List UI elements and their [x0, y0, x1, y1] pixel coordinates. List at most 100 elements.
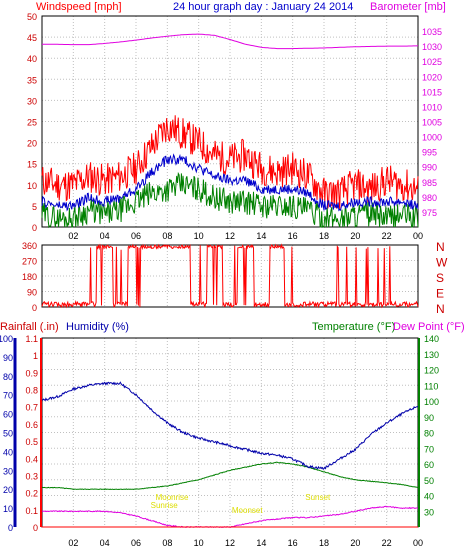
tick-label-rainfall: 0.9: [25, 368, 38, 378]
tick-label-compass: S: [436, 271, 444, 285]
tick-label-rainfall: 0.4: [25, 454, 38, 464]
tick-label-hour: 06: [131, 538, 141, 548]
tick-label-hour: 00: [413, 231, 423, 241]
tick-label-hour: 00: [413, 538, 423, 548]
tick-label-humidity: 100: [0, 334, 13, 344]
tick-label-hour: 22: [382, 538, 392, 548]
tick-label-compass: E: [436, 287, 444, 301]
tick-label-direction: 360: [22, 241, 37, 251]
annotation-sunset: Sunset: [305, 493, 331, 502]
tick-label-rainfall: 0.6: [25, 420, 38, 430]
tick-label-barometer: 1030: [422, 42, 442, 52]
tick-label-compass: W: [436, 256, 448, 270]
tick-label-humidity: 90: [3, 353, 13, 363]
tick-label-temperature: 90: [424, 413, 434, 423]
tick-label-temperature: 30: [424, 507, 434, 517]
humidity-temperature-panel: 010203040506070809010000.10.20.30.40.50.…: [0, 334, 439, 548]
tick-label-direction: 270: [22, 257, 37, 267]
tick-label-windspeed: 20: [27, 139, 37, 149]
tick-label-humidity: 70: [3, 391, 13, 401]
tick-label-hour: 10: [194, 538, 204, 548]
tick-label-barometer: 985: [422, 178, 437, 188]
tick-label-hour: 04: [100, 538, 110, 548]
tick-label-hour: 12: [225, 231, 235, 241]
tick-label-hour: 22: [382, 231, 392, 241]
tick-label-hour: 08: [162, 231, 172, 241]
tick-label-barometer: 995: [422, 148, 437, 158]
tick-label-temperature: 80: [424, 429, 434, 439]
tick-label-hour: 18: [319, 231, 329, 241]
series-wind-avg: [41, 153, 419, 212]
series-wind-gust: [41, 115, 419, 210]
tick-label-barometer: 1035: [422, 27, 442, 37]
tick-label-windspeed: 10: [27, 181, 37, 191]
series-barometer: [42, 33, 419, 50]
tick-label-barometer: 1000: [422, 133, 442, 143]
tick-label-windspeed: 45: [27, 33, 37, 43]
tick-label-rainfall: 1.1: [25, 334, 38, 344]
tick-label-windspeed: 15: [27, 160, 37, 170]
tick-label-temperature: 140: [424, 334, 439, 344]
tick-label-compass: N: [436, 240, 445, 254]
tick-label-windspeed: 35: [27, 75, 37, 85]
tick-label-hour: 16: [288, 538, 298, 548]
tick-label-hour: 14: [256, 231, 266, 241]
tick-label-rainfall: 1: [33, 351, 38, 361]
annotation-moonset: Moonset: [232, 506, 263, 515]
tick-label-barometer: 1025: [422, 57, 442, 67]
tick-label-windspeed: 0: [32, 223, 37, 233]
series-wind-direction: [41, 243, 419, 309]
tick-label-hour: 04: [100, 231, 110, 241]
tick-label-temperature: 50: [424, 476, 434, 486]
tick-label-barometer: 990: [422, 163, 437, 173]
tick-label-humidity: 30: [3, 466, 13, 476]
plot-frame: [41, 15, 419, 228]
tick-label-windspeed: 40: [27, 54, 37, 64]
tick-label-hour: 20: [350, 538, 360, 548]
temperature-axis-title: Temperature (°F): [312, 321, 395, 333]
tick-label-humidity: 50: [3, 429, 13, 439]
plot-frame: [41, 244, 419, 308]
tick-label-rainfall: 0.7: [25, 403, 38, 413]
tick-label-humidity: 20: [3, 485, 13, 495]
tick-label-hour: 02: [68, 538, 78, 548]
tick-label-hour: 08: [162, 538, 172, 548]
tick-label-barometer: 1015: [422, 87, 442, 97]
tick-label-compass: N: [436, 302, 445, 316]
tick-label-hour: 20: [350, 231, 360, 241]
tick-label-humidity: 10: [3, 504, 13, 514]
tick-label-hour: 14: [256, 538, 266, 548]
tick-label-humidity: 80: [3, 372, 13, 382]
tick-label-temperature: 70: [424, 444, 434, 454]
dewpoint-axis-title: Dew Point (°F): [393, 321, 465, 333]
tick-label-windspeed: 5: [32, 202, 37, 212]
tick-label-humidity: 60: [3, 410, 13, 420]
tick-label-direction: 0: [32, 303, 37, 313]
series-temperature: [41, 461, 419, 491]
tick-label-barometer: 1010: [422, 102, 442, 112]
tick-label-barometer: 975: [422, 208, 437, 218]
tick-label-rainfall: 0.2: [25, 489, 38, 499]
series-wind-low: [41, 171, 419, 229]
tick-label-windspeed: 50: [27, 12, 37, 22]
annotation-moonrise: Moonrise: [156, 493, 189, 502]
wind-barometer-panel: 0510152025303540455097598098599099510001…: [27, 12, 442, 241]
tick-label-rainfall: 0.5: [25, 437, 38, 447]
tick-label-hour: 10: [194, 231, 204, 241]
tick-label-direction: 180: [22, 272, 37, 282]
tick-label-barometer: 1005: [422, 118, 442, 128]
tick-label-rainfall: 0.1: [25, 506, 38, 516]
tick-label-hour: 16: [288, 231, 298, 241]
tick-label-temperature: 40: [424, 492, 434, 502]
barometer-axis-title: Barometer [mb]: [370, 1, 446, 13]
rainfall-axis-title: Rainfall (.in): [0, 321, 59, 333]
tick-label-hour: 02: [68, 231, 78, 241]
tick-label-temperature: 100: [424, 397, 439, 407]
tick-label-direction: 90: [27, 288, 37, 298]
tick-label-rainfall: 0.8: [25, 386, 38, 396]
windspeed-axis-title: Windspeed [mph]: [36, 1, 122, 13]
tick-label-hour: 06: [131, 231, 141, 241]
